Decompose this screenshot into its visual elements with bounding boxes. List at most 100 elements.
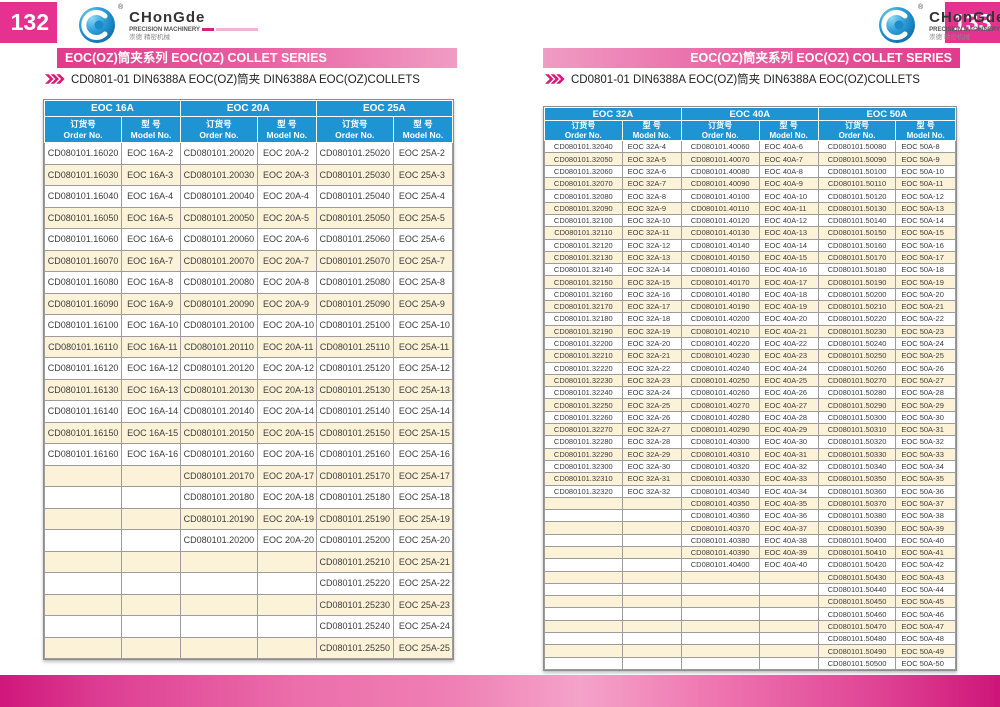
order-no-cell	[680, 632, 760, 646]
order-no-cell: CD080101.40210	[680, 324, 760, 338]
table-row: CD080101.16160 EOC 16A-16 CD080101.20160 EO…	[43, 443, 454, 466]
model-no-cell: EOC 40A-36	[758, 509, 819, 523]
model-no-cell	[121, 636, 181, 659]
table-row: CD080101.50480 EOC 50A-48	[544, 632, 956, 646]
model-col-header: 型 号 Model No.	[392, 116, 454, 143]
column-header-row: 订货号 Order No. 型 号 Model No. 订货号 Order No. 型…	[43, 116, 454, 143]
model-no-cell: EOC 25A-14	[392, 400, 454, 423]
order-no-cell: CD080101.32070	[544, 177, 623, 191]
model-no-cell	[621, 533, 682, 547]
model-no-cell	[621, 558, 682, 572]
group-header: EOC 16A	[44, 100, 181, 117]
model-no-cell: EOC 16A-11	[121, 335, 181, 358]
order-no-cell: CD080101.40300	[680, 435, 760, 449]
model-no-cell	[621, 570, 682, 584]
order-no-cell: CD080101.50410	[817, 545, 897, 560]
order-no-cell: CD080101.16030	[43, 163, 123, 186]
order-no-cell: CD080101.25040	[315, 185, 394, 208]
registered-icon: ®	[118, 4, 124, 11]
group-header-row: EOC 16A EOC 20A EOC 25A	[44, 100, 454, 117]
model-no-cell: EOC 50A-49	[895, 644, 956, 658]
table-row: CD080101.40370 EOC 40A-37 CD080101.50390 EO…	[544, 521, 956, 535]
brand-tagline: PRECISION MACHINERY	[929, 26, 1000, 33]
model-no-cell: EOC 50A-50	[895, 656, 956, 670]
order-no-cell: CD080101.16020	[43, 142, 123, 165]
table-row: CD080101.16140 EOC 16A-14 CD080101.20140 EO…	[43, 400, 454, 423]
model-no-cell: EOC 16A-12	[121, 357, 181, 380]
table-row: CD080101.16070 EOC 16A-7 CD080101.20070 EOC…	[43, 249, 454, 272]
order-no-cell	[544, 644, 623, 658]
brand-name: CHonGde	[129, 9, 206, 26]
order-no-cell: CD080101.16130	[43, 378, 123, 401]
order-no-cell: CD080101.25240	[315, 615, 394, 638]
table-row: CD080101.16090 EOC 16A-9 CD080101.20090 EOC…	[43, 292, 454, 315]
model-no-cell: EOC 32A-8	[621, 189, 682, 203]
order-no-cell: CD080101.40360	[680, 509, 760, 523]
model-no-cell: EOC 25A-22	[392, 572, 454, 595]
model-no-cell	[256, 636, 317, 659]
order-no-cell	[544, 558, 623, 572]
order-no-cell: CD080101.32190	[544, 324, 623, 338]
model-no-cell: EOC 25A-24	[392, 615, 454, 638]
order-no-cell: CD080101.50320	[817, 435, 897, 449]
model-no-cell: EOC 32A-23	[621, 373, 682, 388]
order-no-cell: CD080101.40110	[680, 201, 760, 215]
model-no-cell: EOC 40A-28	[758, 410, 819, 425]
order-no-cell: CD080101.50200	[817, 287, 897, 302]
order-no-cell: CD080101.20130	[179, 378, 258, 401]
order-no-cell: CD080101.50150	[817, 226, 897, 240]
table-row: CD080101.32280 EOC 32A-28 CD080101.40300 EO…	[544, 435, 956, 449]
column-header-row: 订货号 Order No. 型 号 Model No. 订货号 Order No. 型…	[544, 119, 956, 142]
order-no-cell	[680, 595, 760, 609]
model-no-cell: EOC 25A-21	[392, 550, 454, 573]
order-no-cell: CD080101.40390	[680, 545, 760, 560]
order-no-cell: CD080101.50080	[817, 140, 897, 154]
model-no-cell: EOC 25A-11	[392, 335, 454, 358]
model-no-cell	[758, 582, 819, 597]
table-row: CD080101.25250 EOC 25A-25	[43, 636, 454, 659]
order-col-header: 订货号 Order No.	[315, 116, 394, 143]
table-row: CD080101.32140 EOC 32A-14 CD080101.40160 EO…	[544, 263, 956, 277]
table-row: CD080101.32320 EOC 32A-32 CD080101.40340 EO…	[544, 484, 956, 498]
model-no-cell: EOC 32A-21	[621, 349, 682, 363]
model-no-cell: EOC 20A-2	[256, 142, 317, 165]
model-no-cell: EOC 50A-11	[895, 177, 956, 191]
order-no-cell	[544, 656, 623, 670]
model-no-cell: EOC 40A-21	[758, 324, 819, 338]
table-row: CD080101.25210 EOC 25A-21	[43, 550, 454, 573]
order-no-cell: CD080101.32050	[544, 152, 623, 166]
model-no-cell: EOC 16A-5	[121, 206, 181, 229]
model-no-cell: EOC 50A-31	[895, 423, 956, 437]
table-row: CD080101.32120 EOC 32A-12 CD080101.40140 EO…	[544, 238, 956, 252]
order-no-cell	[544, 632, 623, 646]
table-row: CD080101.50470 EOC 50A-47	[544, 619, 956, 634]
model-no-cell: EOC 40A-39	[758, 545, 819, 560]
table-row: CD080101.32210 EOC 32A-21 CD080101.40230 EO…	[544, 349, 956, 363]
collet-table-right: EOC 32A EOC 40A EOC 50A 订货号 Order No. 型 号…	[543, 106, 957, 671]
model-no-cell	[621, 521, 682, 535]
order-no-cell: CD080101.50330	[817, 447, 897, 461]
model-no-cell: EOC 50A-32	[895, 435, 956, 449]
model-no-cell: EOC 40A-7	[758, 152, 819, 166]
model-no-cell: EOC 25A-12	[392, 357, 454, 380]
order-no-cell: CD080101.50370	[817, 496, 897, 511]
model-no-cell	[621, 632, 682, 646]
model-no-cell: EOC 40A-6	[758, 140, 819, 154]
table-row: CD080101.16020 EOC 16A-2 CD080101.20020 EOC…	[43, 142, 454, 165]
order-no-cell: CD080101.25160	[315, 443, 394, 466]
model-no-cell: EOC 20A-15	[256, 421, 317, 444]
table-row: CD080101.32260 EOC 32A-26 CD080101.40280 EO…	[544, 410, 956, 425]
model-no-cell: EOC 50A-38	[895, 509, 956, 523]
order-no-cell: CD080101.50300	[817, 410, 897, 425]
order-no-cell: CD080101.16110	[43, 335, 123, 358]
order-no-cell: CD080101.50190	[817, 275, 897, 289]
model-no-cell	[121, 486, 181, 509]
order-no-cell: CD080101.16040	[43, 185, 123, 208]
order-no-cell: CD080101.40070	[680, 152, 760, 166]
group-header-row: EOC 32A EOC 40A EOC 50A	[544, 107, 957, 121]
order-no-cell: CD080101.20070	[179, 249, 258, 272]
model-no-cell: EOC 25A-25	[392, 636, 454, 659]
order-no-cell	[43, 464, 123, 487]
model-no-cell: EOC 40A-33	[758, 472, 819, 486]
model-no-cell: EOC 20A-3	[256, 163, 317, 186]
